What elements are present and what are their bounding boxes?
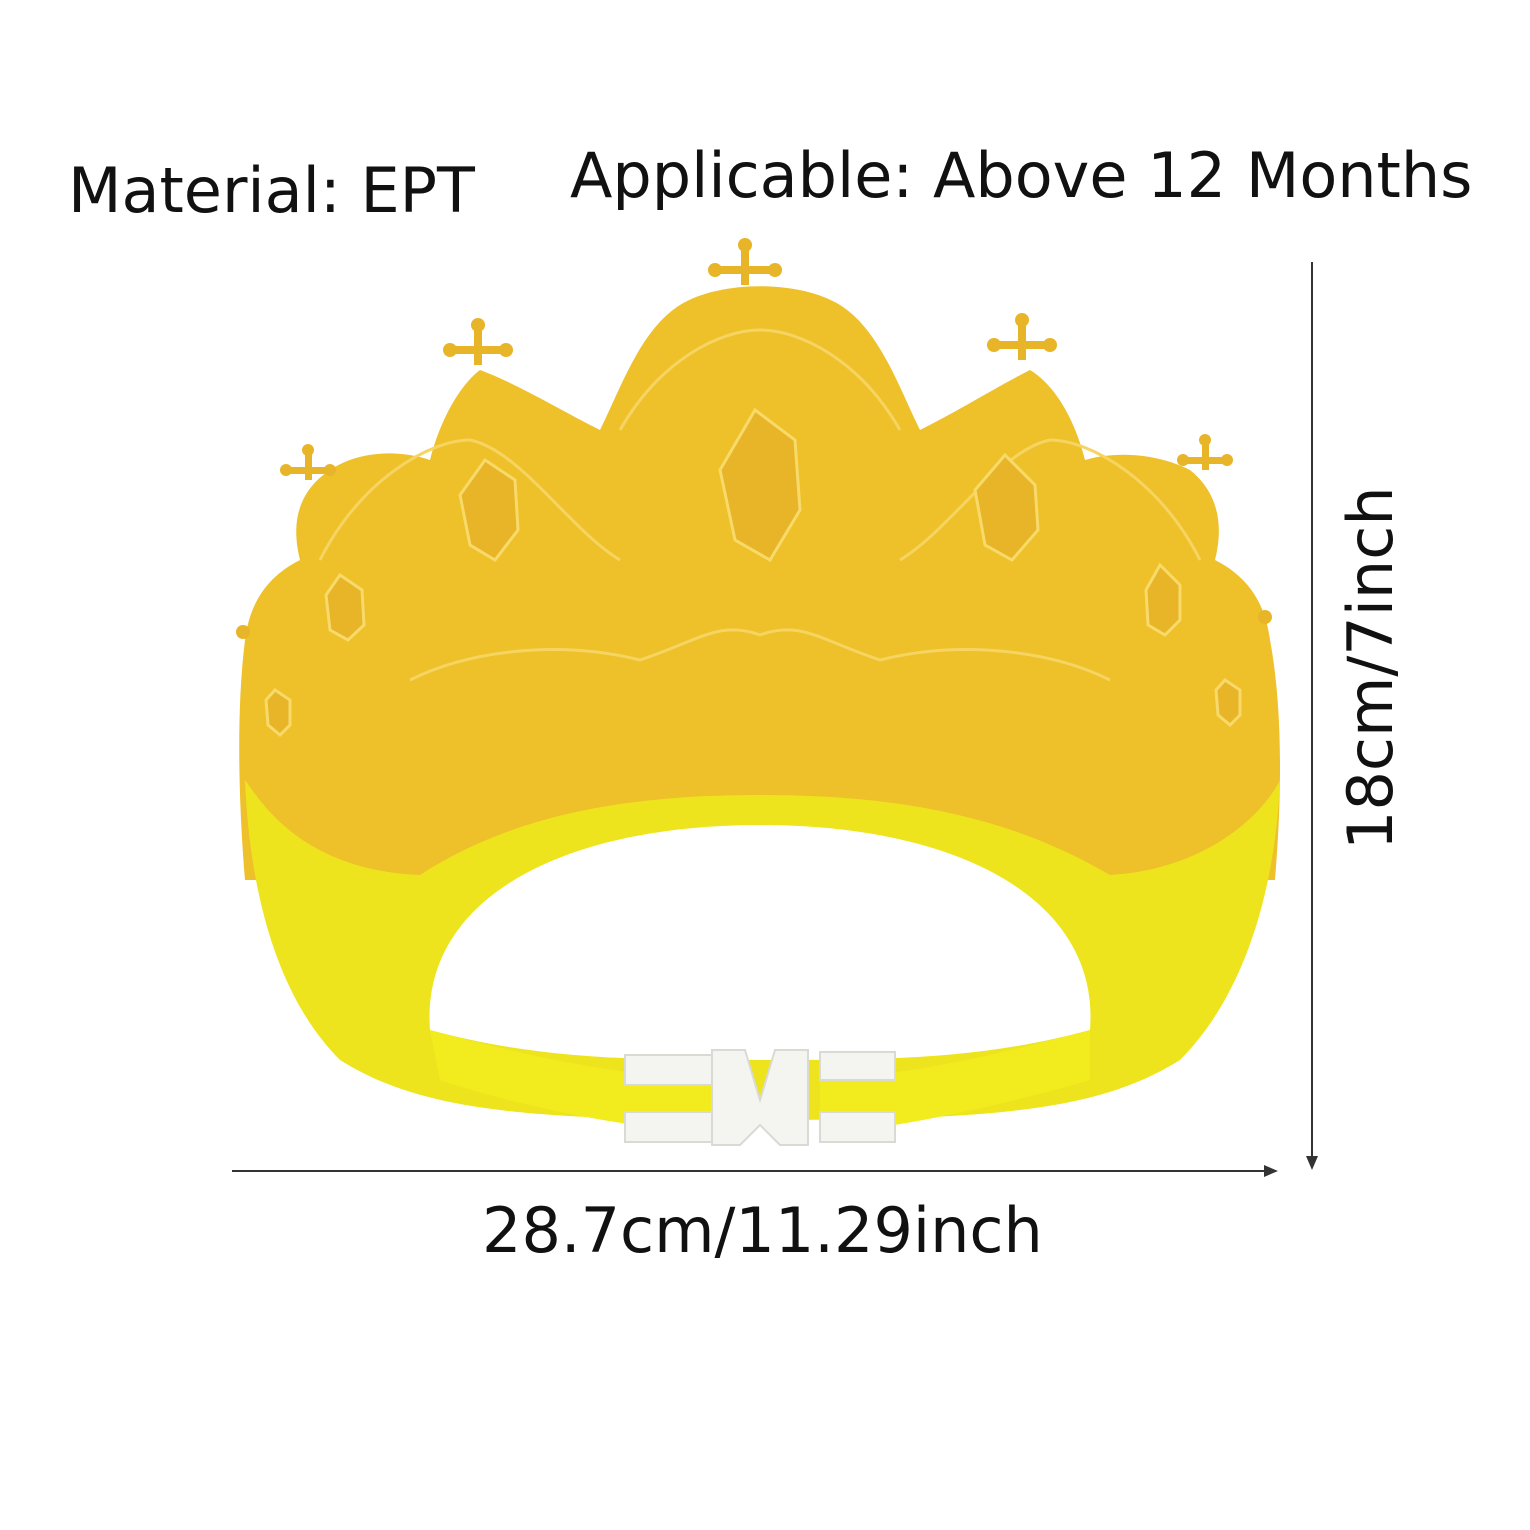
applicable-age-label: Applicable: Above 12 Months xyxy=(570,139,1473,212)
crown-crosses xyxy=(236,238,1272,639)
crown-arch-lines xyxy=(318,328,1202,562)
width-dimension-line xyxy=(232,1165,1278,1177)
width-label: 28.7cm/11.29inch xyxy=(482,1194,1043,1267)
band-hole xyxy=(429,825,1091,1060)
adjustable-strap xyxy=(430,1030,720,1135)
material-label: Material: EPT xyxy=(68,154,475,227)
crown-shower-cap xyxy=(236,238,1280,1146)
arrow-right-icon xyxy=(1264,1165,1278,1177)
crown-body xyxy=(239,286,1280,880)
height-dimension-line xyxy=(1306,262,1318,1170)
adjustable-strap xyxy=(820,1030,1090,1135)
arrow-down-icon xyxy=(1306,1156,1318,1170)
height-label: 18cm/7inch xyxy=(1334,486,1407,850)
strap-buckle xyxy=(624,1049,896,1146)
crown-gems xyxy=(264,407,1242,738)
crown-wave-line xyxy=(409,628,1111,682)
